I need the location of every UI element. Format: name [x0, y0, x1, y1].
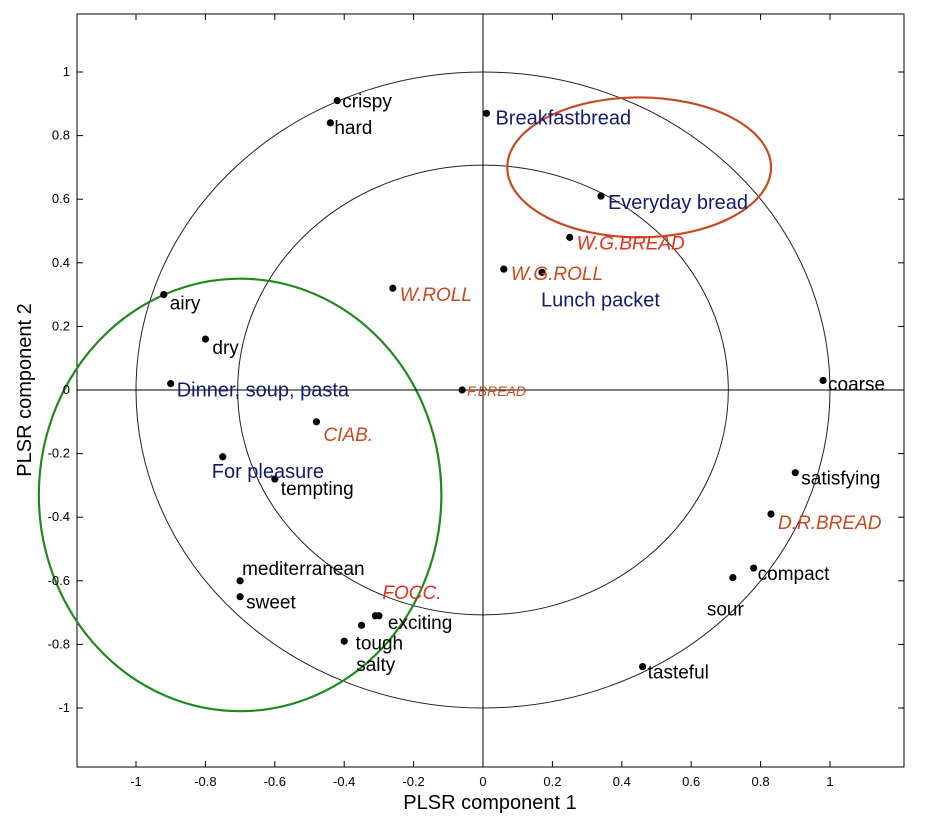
y-tick-label: 0.4 [52, 255, 70, 270]
y-tick-label: -0.2 [48, 446, 70, 461]
x-tick-label: 0 [479, 774, 486, 789]
point-w-g-bread [566, 233, 574, 241]
x-axis-title: PLSR component 1 [403, 792, 576, 814]
point-sour [729, 574, 737, 582]
label-mediterranean: mediterranean [242, 559, 365, 580]
label-w-g-roll: W.G.ROLL [511, 264, 603, 285]
point-tough [357, 621, 366, 629]
x-tick-label: -1 [130, 774, 142, 789]
point-f-bread [458, 386, 466, 394]
label-sour: sour [707, 600, 745, 621]
y-tick-label: 0 [63, 382, 70, 397]
y-tick-label: -0.6 [48, 573, 70, 588]
point-w-g-roll [500, 265, 508, 273]
point-lunch-packet [538, 268, 546, 276]
label-sweet: sweet [246, 593, 296, 614]
x-tick-label: 0.2 [543, 774, 561, 789]
point-salty [340, 637, 348, 645]
point-tempting [271, 475, 279, 483]
point-d-r-bread [767, 510, 775, 518]
label-compact: compact [758, 564, 831, 585]
point-ciab [312, 418, 321, 426]
y-axis-title: PLSR component 2 [14, 303, 36, 476]
y-tick-label: 0.2 [52, 318, 70, 333]
point-for-pleasure [219, 453, 227, 461]
label-airy: airy [170, 294, 201, 315]
label-everyday-bread: Everyday bread [608, 192, 748, 214]
y-tick-label: -0.8 [48, 636, 70, 651]
label-hard: hard [334, 118, 372, 139]
point-breakfastbread [482, 109, 491, 117]
label-for-pleasure: For pleasure [212, 461, 324, 483]
x-tick-label: 0.4 [613, 774, 631, 789]
point-airy [160, 291, 168, 299]
data-points: crispy hard airy dry tempting mediterranean sw… [160, 92, 885, 684]
label-coarse: coarse [828, 374, 885, 395]
x-tick-label: 0.6 [682, 774, 700, 789]
y-axis-ticks: 1 0.8 0.6 0.4 0.2 0 -0.2 -0.4 -0.6 -0.8 -1 [48, 64, 904, 715]
y-tick-label: 1 [63, 64, 70, 79]
point-dinner-soup-pasta [167, 380, 175, 388]
point-sweet [236, 593, 244, 601]
x-tick-label: -0.6 [264, 774, 286, 789]
x-axis-ticks: -1 -0.8 -0.6 -0.4 -0.2 0 0.2 0.4 0.6 0.8 1 [130, 14, 834, 789]
label-dry: dry [212, 338, 239, 359]
highlight-ellipses [37, 96, 773, 713]
x-tick-label: 1 [826, 774, 833, 789]
label-breakfastbread: Breakfastbread [495, 107, 631, 129]
label-lunch-packet: Lunch packet [541, 289, 660, 311]
label-ciab: CIAB. [323, 425, 373, 446]
point-tasteful [639, 663, 647, 671]
label-satisfying: satisfying [801, 469, 880, 490]
x-tick-label: -0.2 [402, 774, 424, 789]
y-tick-label: 0.8 [52, 128, 70, 143]
label-w-g-bread: W.G.BREAD [577, 233, 685, 254]
y-tick-label: 0.6 [52, 191, 70, 206]
label-tempting: tempting [281, 479, 354, 500]
label-dinner-soup-pasta: Dinner, soup, pasta [177, 380, 350, 402]
x-tick-label: -0.4 [333, 774, 355, 789]
point-satisfying [791, 469, 799, 477]
point-mediterranean [236, 577, 244, 585]
point-coarse [819, 376, 827, 385]
y-tick-label: -1 [58, 700, 70, 715]
label-salty: salty [356, 655, 396, 676]
point-hard [326, 119, 334, 127]
point-compact [750, 564, 758, 572]
x-tick-label: -0.8 [194, 774, 216, 789]
label-crispy: crispy [342, 92, 392, 113]
highlight-ellipse-2 [37, 277, 443, 713]
label-tasteful: tasteful [648, 663, 709, 684]
highlight-ellipse-1 [506, 96, 773, 239]
point-w-roll [389, 284, 397, 292]
point-dry [201, 335, 209, 343]
label-exciting: exciting [388, 613, 452, 634]
label-tough: tough [356, 633, 404, 654]
point-focc [371, 612, 380, 620]
label-d-r-bread: D.R.BREAD [778, 513, 882, 534]
label-w-roll: W.ROLL [400, 285, 472, 306]
point-crispy [333, 97, 341, 105]
zero-lines [77, 14, 904, 767]
label-focc: FOCC. [382, 583, 441, 604]
point-everyday-bread [597, 192, 605, 200]
y-tick-label: -0.4 [48, 509, 70, 524]
label-f-bread: F.BREAD [467, 383, 526, 399]
x-tick-label: 0.8 [752, 774, 770, 789]
